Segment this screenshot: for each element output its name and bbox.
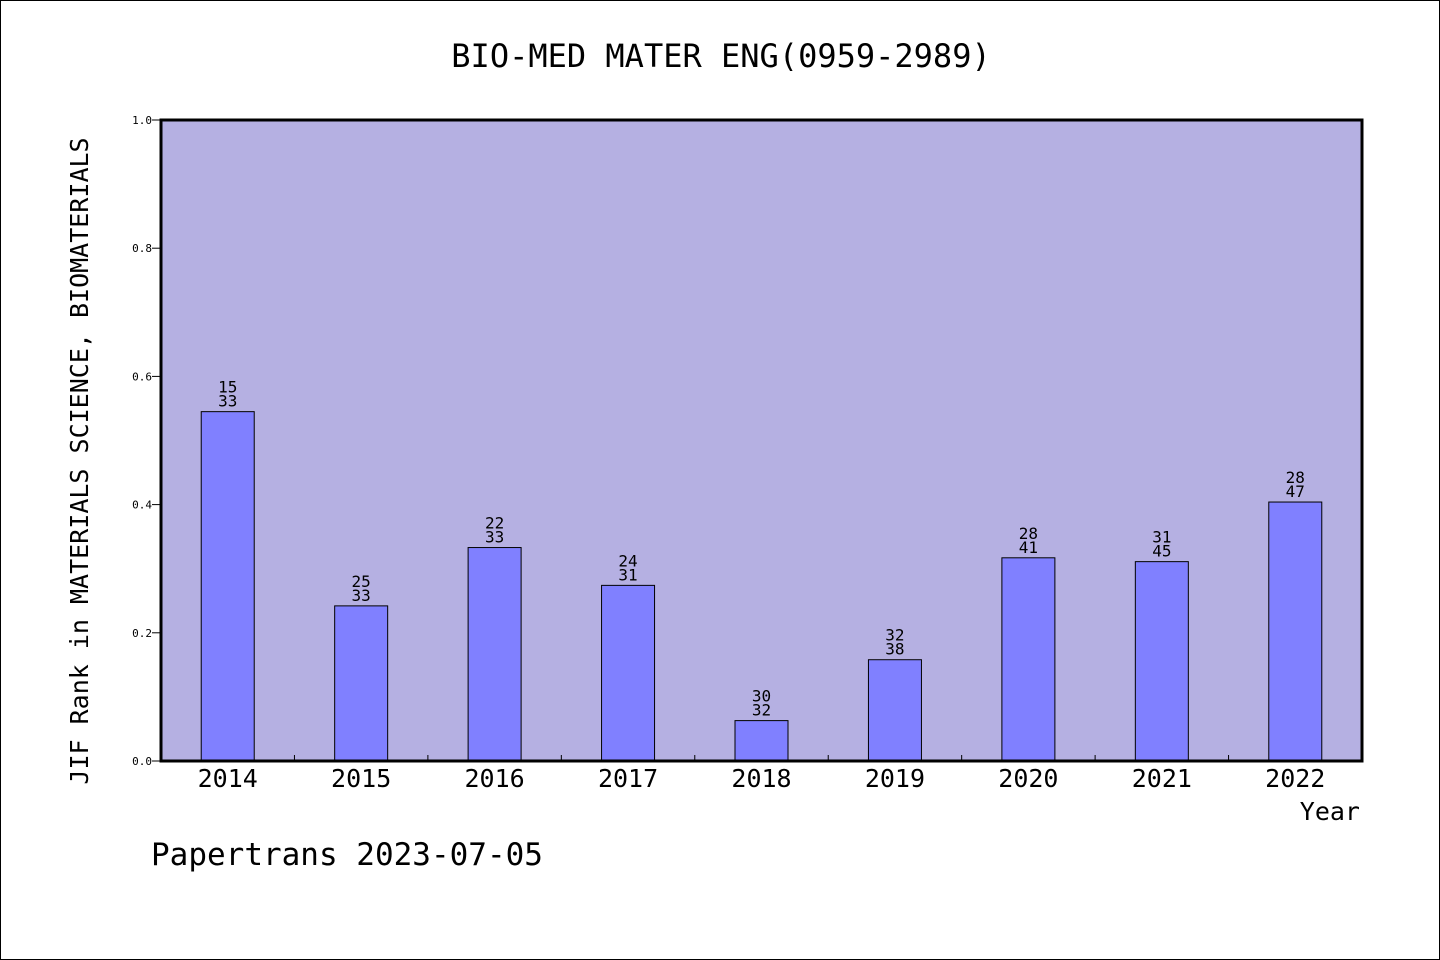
- bar-total-label-2021: 45: [1152, 542, 1171, 561]
- bar-total-label-2022: 47: [1286, 482, 1305, 501]
- x-tick-label-2018: 2018: [731, 764, 791, 793]
- x-tick-label-2015: 2015: [331, 764, 391, 793]
- y-tick-label-0.6: 0.6: [132, 370, 152, 383]
- y-axis-label: JIF Rank in MATERIALS SCIENCE, BIOMATERI…: [65, 137, 94, 784]
- bar-rank-label-2020: 28: [1019, 524, 1038, 543]
- bar-rank-label-2015: 25: [352, 572, 371, 591]
- y-tick-label-0.4: 0.4: [132, 499, 152, 512]
- ticks-layer: 2014 2015 2016 2017 2018 2019 2020 2021 2022 0.0 0…: [132, 114, 1325, 793]
- x-tick-label-2017: 2017: [598, 764, 658, 793]
- bar-total-label-2019: 38: [885, 640, 904, 659]
- x-tick-label-2021: 2021: [1132, 764, 1192, 793]
- bar-2017: [601, 584, 656, 762]
- bar-total-label-2020: 41: [1019, 538, 1038, 557]
- bar-rank-label-2022: 28: [1286, 468, 1305, 487]
- bar-rank-label-2014: 15: [218, 378, 237, 397]
- bar-rank-label-2018: 30: [752, 687, 771, 706]
- bar-2015: [334, 605, 389, 762]
- bar-2021: [1134, 561, 1189, 762]
- x-tick-label-2022: 2022: [1265, 764, 1325, 793]
- bar-total-label-2018: 32: [752, 701, 771, 720]
- bar-rank-label-2021: 31: [1152, 528, 1171, 547]
- bar-total-label-2016: 33: [485, 528, 504, 547]
- bar-2018: [734, 720, 789, 762]
- bar-rank-label-2017: 24: [618, 551, 637, 570]
- bar-2016: [467, 547, 522, 762]
- bar-rank-label-2019: 32: [885, 626, 904, 645]
- bar-2019: [867, 659, 922, 762]
- y-tick-label-1.0: 1.0: [132, 114, 152, 127]
- bar-total-label-2017: 31: [618, 565, 637, 584]
- footer-credit: Papertrans 2023-07-05: [151, 837, 543, 873]
- bar-2022: [1268, 501, 1323, 762]
- x-tick-label-2016: 2016: [465, 764, 525, 793]
- bar-rank-label-2016: 22: [485, 514, 504, 533]
- bar-total-label-2015: 33: [352, 586, 371, 605]
- y-tick-label-0.8: 0.8: [132, 242, 152, 255]
- y-tick-label-0.0: 0.0: [132, 755, 152, 768]
- x-tick-label-2019: 2019: [865, 764, 925, 793]
- bar-total-label-2014: 33: [218, 392, 237, 411]
- bar-2014: [200, 411, 255, 762]
- x-tick-label-2014: 2014: [198, 764, 258, 793]
- bar-2020: [1001, 557, 1056, 762]
- x-tick-label-2020: 2020: [998, 764, 1058, 793]
- x-axis-label: Year: [1300, 797, 1360, 826]
- y-tick-label-0.2: 0.2: [132, 627, 152, 640]
- plot-frame: [159, 118, 1364, 763]
- chart-title: BIO-MED MATER ENG(0959-2989): [451, 37, 990, 75]
